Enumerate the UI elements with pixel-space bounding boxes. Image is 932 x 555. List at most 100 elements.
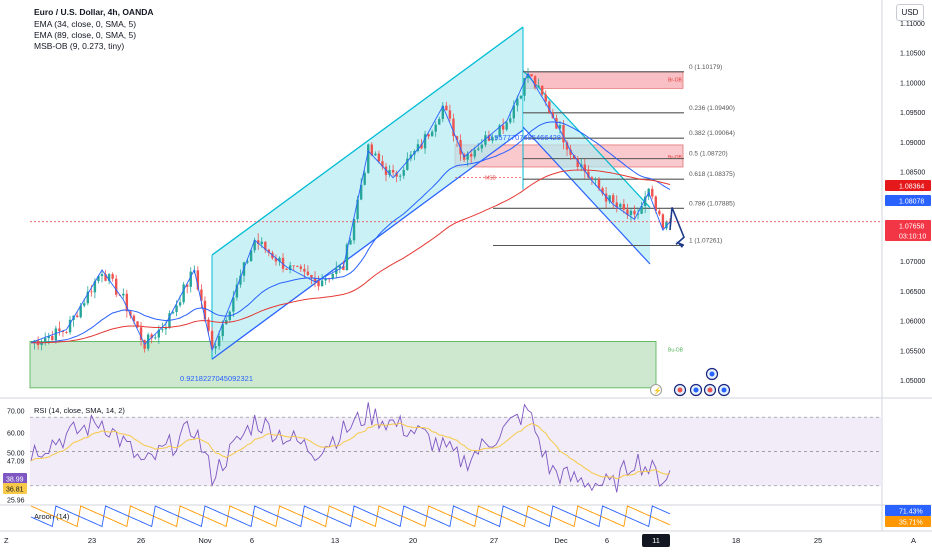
candle-body [207,319,210,331]
candle-body [665,221,668,229]
candle-body [313,278,317,282]
time-tick-label: 13 [331,536,339,545]
candle-body [420,144,423,149]
candle-body [615,202,618,207]
candle-body [466,154,469,160]
candle-body [445,105,448,111]
projection-arrow [669,207,685,245]
msb-label: MSB [485,176,497,182]
candle-body [473,149,476,157]
candle-body [186,284,189,287]
fib-level-label: 0.236 (1.09490) [689,105,735,112]
candle-body [530,74,533,77]
fib-level-label: 0.618 (1.08375) [689,171,735,178]
bull-ob-label: Bu-OB [668,347,684,353]
candle-body [154,337,157,339]
candle-body [434,124,437,132]
candle-body [249,250,253,262]
candle-body [604,193,608,202]
candle-body [146,334,150,349]
candle-body [367,144,370,173]
time-tick-label: 23 [88,536,96,545]
candle-body [377,153,381,162]
candle-body [54,328,58,341]
candle-body [352,219,356,241]
price-tag [885,195,931,206]
candle-body [115,278,118,295]
candle-body [303,268,306,272]
price-tag [885,230,931,241]
price-tag-label: 03:10:10 [899,234,926,241]
candle-body [572,155,576,159]
candle-body [470,154,473,157]
event-flag-icon [693,387,699,393]
ema34-legend: EMA (34, close, 0, SMA, 5) [34,19,137,29]
falling-channel-lower [522,126,651,265]
rsi-title: RSI (14, close, SMA, 14, 2) [34,406,125,415]
candle-body [203,300,207,320]
candle-body [356,199,359,220]
currency-button[interactable]: USD [896,4,924,21]
candle-body [182,284,185,303]
price-tick-label: 1.06000 [900,319,925,326]
candle-body [590,177,594,181]
fib-level-label: 0.382 (1.09064) [689,130,735,137]
candle-body [79,305,82,318]
candle-body [44,338,47,343]
time-tick-label: 26 [137,536,145,545]
candle-body [487,135,491,141]
candle-body [150,334,153,339]
candle-body [132,315,136,322]
candle-body [399,175,402,177]
candle-body [189,271,192,287]
time-tick-label: 27 [490,536,498,545]
candle-body [501,125,505,130]
ema89-line [30,169,671,344]
candle-body [51,335,54,341]
candle-body [498,125,501,137]
rsi-level-label: 25.96 [7,498,25,505]
candle-body [267,249,271,253]
price-tag-label: 1.08078 [899,199,924,206]
candle-body [338,265,342,269]
candle-body [533,76,537,88]
candle-body [388,170,391,175]
candle-body [622,204,626,210]
channel-lower-line [211,129,524,360]
event-flag-icon [707,387,713,393]
candle-body [643,196,647,206]
aroon-down-line [30,505,671,528]
candle-body [391,170,395,173]
candle-body [651,188,654,197]
candle-body [86,291,89,304]
price-tick-label: 1.07000 [900,259,925,266]
candle-body [100,274,104,277]
candle-body [310,274,313,279]
price-tick-label: 1.10500 [900,51,925,58]
candle-body [324,278,327,281]
candle-body [509,118,512,123]
candle-body [253,240,256,251]
candle-body [171,312,175,314]
candle-body [477,148,480,150]
event-flag-icon [721,387,727,393]
candle-body [129,311,132,316]
rising-channel-fill [212,27,523,360]
candle-body [459,140,462,155]
ema89-legend: EMA (89, close, 0, SMA, 5) [34,30,137,40]
candle-body [83,303,86,306]
candle-body [427,134,430,137]
candle-body [90,291,93,293]
candle-body [239,275,242,285]
candle-body [565,142,569,150]
candle-body [125,293,129,312]
candle-body [626,209,629,215]
rsi-value-label: 36.81 [6,487,24,494]
candle-body [111,274,114,279]
candle-body [200,289,203,301]
candle-body [455,136,459,141]
rsi-value-tag [3,483,27,494]
candle-body [569,149,572,156]
